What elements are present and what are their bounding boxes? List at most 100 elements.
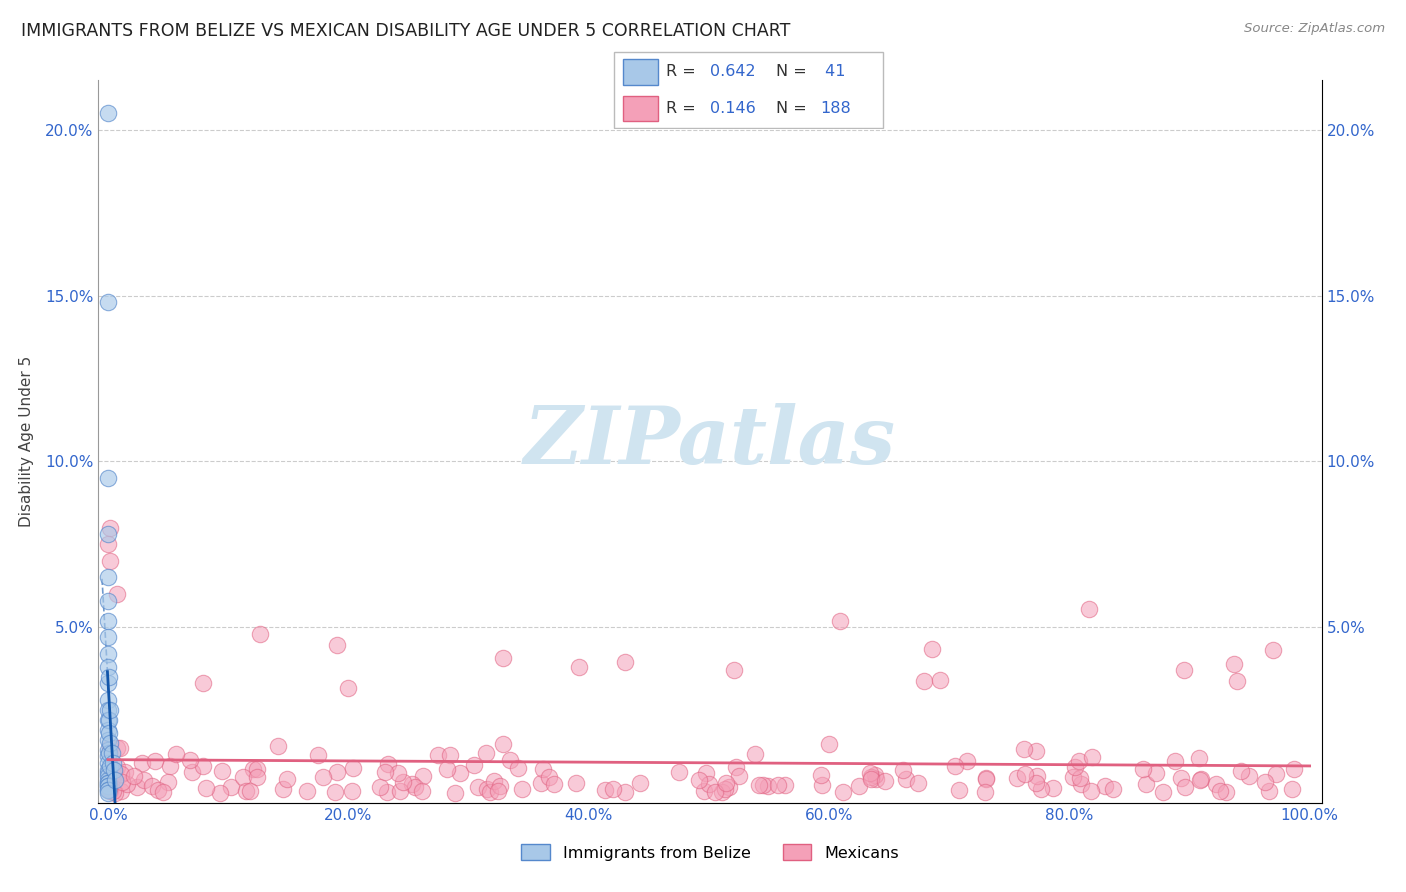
- Point: [865, 772, 887, 786]
- Text: N =: N =: [776, 101, 807, 116]
- Point: [1070, 777, 1092, 791]
- Point: [859, 766, 882, 780]
- Point: [723, 663, 745, 677]
- Point: [1282, 762, 1305, 776]
- Point: [97, 779, 120, 793]
- Point: [921, 642, 943, 657]
- Point: [211, 764, 233, 779]
- Point: [105, 587, 128, 601]
- Point: [103, 783, 125, 797]
- Point: [704, 785, 727, 799]
- Point: [948, 782, 970, 797]
- Point: [568, 660, 591, 674]
- Point: [1026, 769, 1049, 783]
- Point: [267, 739, 290, 753]
- Point: [1025, 776, 1047, 790]
- Point: [208, 786, 231, 800]
- Point: [97, 749, 120, 764]
- Point: [489, 780, 512, 794]
- Point: [326, 638, 349, 652]
- Point: [614, 785, 637, 799]
- Point: [929, 673, 952, 687]
- Point: [811, 778, 834, 792]
- Point: [111, 775, 134, 789]
- Point: [98, 713, 121, 727]
- Point: [104, 786, 127, 800]
- Point: [191, 759, 214, 773]
- Point: [510, 781, 533, 796]
- Point: [146, 783, 169, 797]
- Point: [179, 753, 201, 767]
- Point: [529, 776, 551, 790]
- Point: [104, 772, 127, 787]
- Point: [860, 771, 883, 785]
- Point: [531, 762, 554, 776]
- Point: [311, 770, 333, 784]
- Point: [537, 770, 560, 784]
- Point: [492, 737, 515, 751]
- Point: [818, 737, 841, 751]
- Point: [1205, 777, 1227, 791]
- Point: [97, 779, 120, 793]
- Point: [232, 770, 254, 784]
- Point: [628, 776, 651, 790]
- Point: [401, 777, 423, 791]
- Point: [1174, 780, 1197, 794]
- Point: [98, 726, 121, 740]
- Text: IMMIGRANTS FROM BELIZE VS MEXICAN DISABILITY AGE UNDER 5 CORRELATION CHART: IMMIGRANTS FROM BELIZE VS MEXICAN DISABI…: [21, 22, 790, 40]
- Point: [97, 778, 120, 792]
- Point: [103, 763, 125, 777]
- Point: [97, 723, 120, 737]
- Point: [246, 762, 269, 776]
- Point: [98, 746, 121, 760]
- Point: [97, 106, 120, 120]
- Point: [157, 774, 180, 789]
- Point: [1263, 643, 1285, 657]
- Point: [180, 764, 202, 779]
- Point: [830, 614, 852, 628]
- Point: [101, 771, 124, 785]
- Point: [97, 756, 120, 770]
- Point: [97, 772, 120, 787]
- Point: [242, 762, 264, 776]
- Point: [912, 673, 935, 688]
- Point: [97, 593, 120, 607]
- Point: [973, 785, 995, 799]
- Point: [97, 786, 120, 800]
- Point: [484, 774, 506, 789]
- Point: [565, 776, 588, 790]
- Point: [613, 655, 636, 669]
- Point: [97, 776, 120, 790]
- Point: [375, 785, 398, 799]
- Point: [97, 732, 120, 747]
- Text: R =: R =: [666, 101, 702, 116]
- Point: [1173, 664, 1195, 678]
- Point: [105, 740, 128, 755]
- Point: [449, 766, 471, 780]
- Point: [848, 779, 870, 793]
- Point: [492, 650, 515, 665]
- FancyBboxPatch shape: [623, 59, 658, 85]
- Point: [1254, 775, 1277, 789]
- Point: [1094, 779, 1116, 793]
- Point: [728, 769, 751, 783]
- Point: [411, 784, 433, 798]
- Point: [1007, 771, 1029, 785]
- Point: [475, 781, 498, 796]
- Point: [100, 764, 122, 779]
- Point: [475, 746, 498, 760]
- Point: [97, 766, 120, 780]
- Point: [711, 785, 734, 799]
- Point: [498, 753, 520, 767]
- Point: [340, 784, 363, 798]
- Point: [101, 763, 124, 777]
- Point: [1264, 767, 1286, 781]
- Point: [752, 778, 775, 792]
- Point: [593, 783, 616, 797]
- Point: [98, 554, 121, 568]
- Point: [1080, 784, 1102, 798]
- Point: [97, 630, 120, 644]
- Point: [100, 746, 122, 760]
- Point: [443, 786, 465, 800]
- Point: [1062, 770, 1084, 784]
